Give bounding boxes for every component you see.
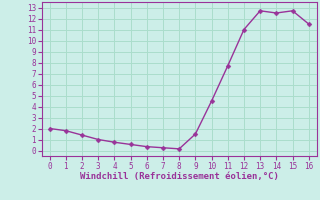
X-axis label: Windchill (Refroidissement éolien,°C): Windchill (Refroidissement éolien,°C): [80, 172, 279, 181]
